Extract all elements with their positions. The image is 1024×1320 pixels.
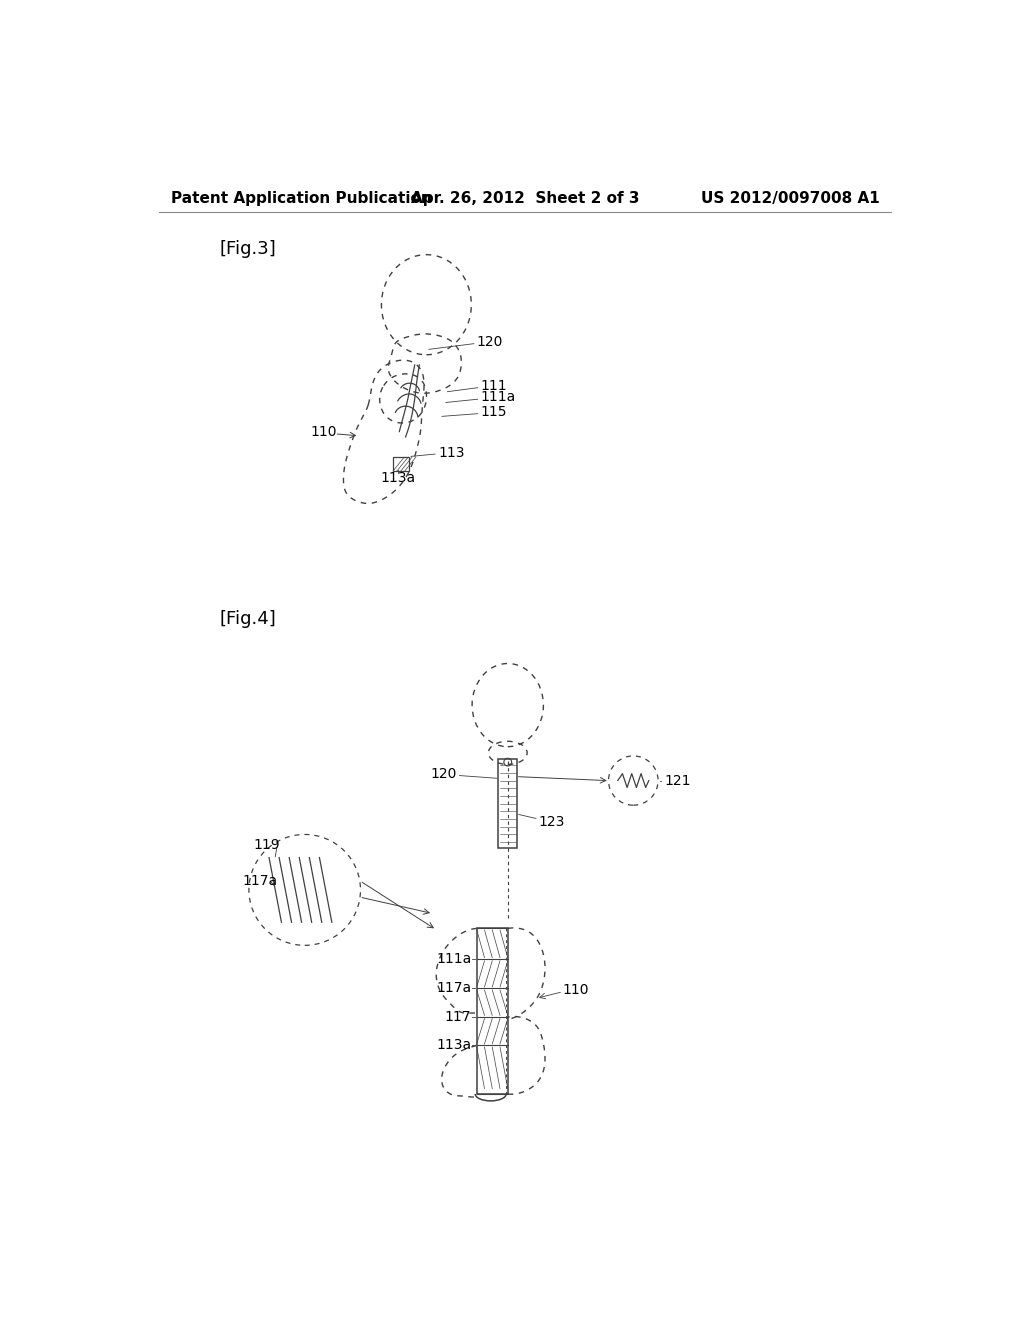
Text: 117a: 117a xyxy=(243,874,278,887)
Text: US 2012/0097008 A1: US 2012/0097008 A1 xyxy=(701,191,880,206)
Text: 113a: 113a xyxy=(436,1039,471,1052)
Text: 111: 111 xyxy=(447,379,507,392)
Text: 120: 120 xyxy=(429,335,503,350)
Text: 115: 115 xyxy=(442,405,507,420)
Text: 117: 117 xyxy=(444,1010,471,1024)
Text: 113a: 113a xyxy=(380,471,416,484)
Text: 110: 110 xyxy=(562,983,589,997)
Text: [Fig.3]: [Fig.3] xyxy=(219,240,276,259)
Text: 119: 119 xyxy=(254,838,281,853)
Text: 110: 110 xyxy=(310,425,337,438)
Text: Patent Application Publication: Patent Application Publication xyxy=(171,191,431,206)
Text: 120: 120 xyxy=(430,767,497,781)
Text: 121: 121 xyxy=(665,774,691,788)
Text: 111a: 111a xyxy=(445,391,516,404)
Text: 117a: 117a xyxy=(436,982,471,995)
Text: 123: 123 xyxy=(518,814,565,829)
Bar xyxy=(393,457,409,471)
Text: [Fig.4]: [Fig.4] xyxy=(219,610,276,628)
Bar xyxy=(499,759,517,847)
Bar xyxy=(477,928,508,1094)
Text: 111a: 111a xyxy=(436,952,471,966)
Text: Apr. 26, 2012  Sheet 2 of 3: Apr. 26, 2012 Sheet 2 of 3 xyxy=(411,191,639,206)
Text: 113: 113 xyxy=(411,446,465,459)
